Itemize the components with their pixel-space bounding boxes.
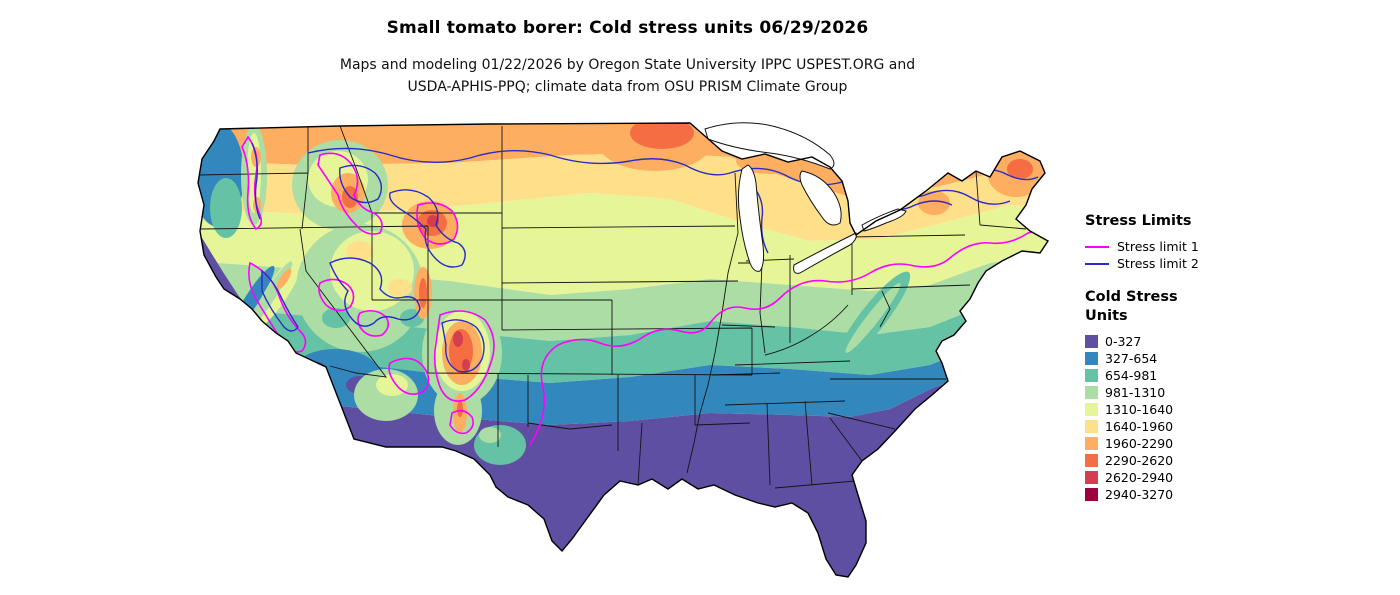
stress-limit-1-line-sample <box>1085 245 1109 248</box>
state-borders-east <box>686 170 1027 489</box>
legend-class-row: 327-654 <box>1085 350 1385 367</box>
lake-ontario <box>861 208 907 232</box>
stress-limit-1-contour-main <box>529 230 1045 446</box>
cold-stress-heading-line-2: Units <box>1085 308 1128 324</box>
legend-class-row: 2620-2940 <box>1085 469 1385 486</box>
class-label: 0-327 <box>1105 334 1142 349</box>
class-swatch <box>1085 471 1098 484</box>
class-swatch <box>1085 420 1098 433</box>
page-title: Small tomato borer: Cold stress units 06… <box>386 18 869 38</box>
class-swatch <box>1085 335 1098 348</box>
us-cold-stress-map <box>197 122 1049 578</box>
legend-class-row: 1310-1640 <box>1085 401 1385 418</box>
legend-class-row: 1640-1960 <box>1085 418 1385 435</box>
class-swatch <box>1085 454 1098 467</box>
stress-limit-2-line-sample <box>1085 262 1109 265</box>
class-swatch <box>1085 403 1098 416</box>
legend-stress-limit-1: Stress limit 1 <box>1085 238 1385 255</box>
patch-socal-purple-1 <box>296 361 328 381</box>
patch-nm-deep <box>457 401 463 417</box>
class-label: 327-654 <box>1105 351 1158 366</box>
stress-limit-2-label: Stress limit 2 <box>1117 256 1199 271</box>
lake-superior <box>704 122 835 170</box>
lake-erie <box>793 232 857 274</box>
patch-nw-teal <box>210 178 242 238</box>
band-1640-1960 <box>198 153 1048 241</box>
class-label: 2940-3270 <box>1105 487 1174 502</box>
class-swatch <box>1085 437 1098 450</box>
legend-class-row: 2290-2620 <box>1085 452 1385 469</box>
legend-class-row: 981-1310 <box>1085 384 1385 401</box>
patch-sierra-orange <box>276 268 292 290</box>
class-label: 1310-1640 <box>1105 402 1174 417</box>
patch-ut-deep <box>419 278 427 308</box>
class-label: 654-981 <box>1105 368 1158 383</box>
stress-limit-1-label: Stress limit 1 <box>1117 239 1199 254</box>
lake-huron <box>799 170 842 226</box>
class-label: 981-1310 <box>1105 385 1166 400</box>
cold-stress-heading-line-1: Cold Stress <box>1085 289 1178 305</box>
class-label: 2620-2940 <box>1105 470 1174 485</box>
patch-basin-yellow-2 <box>388 279 412 297</box>
patch-basin-teal-1 <box>322 308 350 328</box>
legend-class-row: 0-327 <box>1085 333 1385 350</box>
patch-ny-orange <box>918 191 950 215</box>
legend-class-row: 2940-3270 <box>1085 486 1385 503</box>
patch-wtx-green <box>479 427 501 443</box>
legend-class-row: 654-981 <box>1085 367 1385 384</box>
patch-az-pale <box>376 374 408 396</box>
class-swatch <box>1085 386 1098 399</box>
great-lakes <box>704 122 907 274</box>
legend-class-row: 1960-2290 <box>1085 435 1385 452</box>
patch-me-deep <box>1007 159 1033 179</box>
class-swatch <box>1085 488 1098 501</box>
legend-stress-limit-2: Stress limit 2 <box>1085 255 1385 272</box>
legend: Stress Limits Stress limit 1 Stress limi… <box>1085 212 1385 503</box>
state-borders-west <box>198 125 753 486</box>
class-label: 1640-1960 <box>1105 419 1174 434</box>
patch-co-red-1 <box>453 331 463 347</box>
patch-basin-yellow-1 <box>346 241 374 261</box>
class-label: 2290-2620 <box>1105 453 1174 468</box>
patch-appalachia-green <box>845 283 901 353</box>
patch-co-red-2 <box>462 359 470 371</box>
cold-stress-units-heading: Cold Stress Units <box>1085 288 1385 326</box>
class-label: 1960-2290 <box>1105 436 1174 451</box>
class-swatch <box>1085 352 1098 365</box>
stress-limits-heading: Stress Limits <box>1085 213 1192 229</box>
stress-limit-2-contour-west <box>251 142 1039 373</box>
lake-michigan <box>737 164 765 272</box>
stress-limit-1-contour-west <box>241 135 495 435</box>
subtitle-line-1: Maps and modeling 01/22/2026 by Oregon S… <box>339 57 916 73</box>
page-subtitle: Maps and modeling 01/22/2026 by Oregon S… <box>190 54 1065 98</box>
subtitle-line-2: USDA-APHIS-PPQ; climate data from OSU PR… <box>407 79 848 95</box>
class-swatch <box>1085 369 1098 382</box>
stress-limit-2-contour-main <box>307 147 1011 205</box>
map-figure <box>190 113 1065 591</box>
patch-mn-deep <box>630 123 694 149</box>
